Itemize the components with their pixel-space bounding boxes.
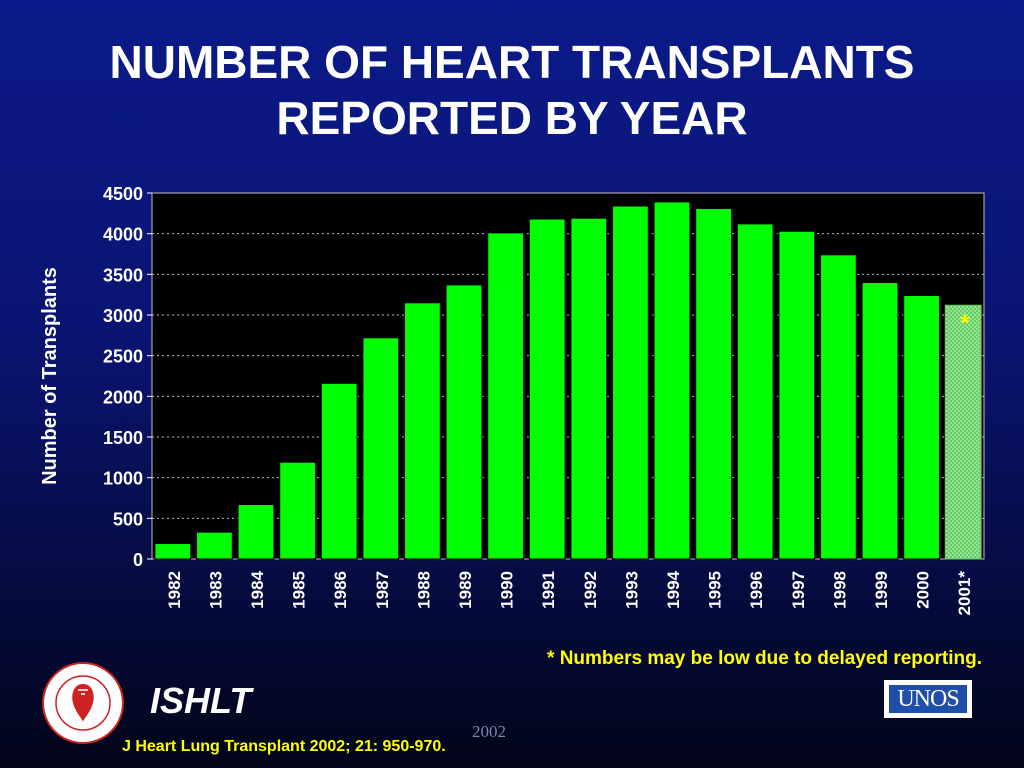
y-tick-label: 4500 — [103, 184, 143, 204]
citation: J Heart Lung Transplant 2002; 21: 950-97… — [122, 738, 446, 755]
x-tick-label: 1986 — [331, 571, 350, 609]
bar-1988 — [404, 302, 441, 560]
bar-1995 — [695, 207, 732, 560]
y-tick-label: 2500 — [103, 347, 143, 367]
bar-1982 — [154, 543, 192, 560]
bar-1985 — [279, 461, 316, 560]
bar-1984 — [237, 504, 275, 560]
x-tick-label: 1982 — [165, 571, 184, 609]
bar-1991 — [528, 218, 566, 560]
bar-2000 — [903, 294, 940, 560]
x-tick-label: 2000 — [914, 571, 933, 609]
bar-1996 — [736, 223, 774, 560]
gridlines — [152, 233, 984, 519]
x-tick-label: 1997 — [789, 571, 808, 609]
ishlt-seal-logo — [42, 662, 124, 744]
bar-1989 — [445, 284, 483, 560]
title-line-1: NUMBER OF HEART TRANSPLANTS — [109, 36, 915, 88]
bar-1983 — [196, 531, 233, 560]
slide-title: NUMBER OF HEART TRANSPLANTS REPORTED BY … — [0, 34, 1024, 146]
x-tick-label: 1998 — [830, 571, 849, 609]
bar-1992 — [570, 217, 608, 560]
x-tick-label: 1983 — [206, 571, 225, 609]
x-tick-label: 1991 — [539, 571, 558, 609]
x-tick-label: 1993 — [622, 571, 641, 609]
x-tick-label: 1989 — [456, 571, 475, 609]
y-tick-label: 500 — [113, 509, 143, 529]
y-tick-label: 1000 — [103, 469, 143, 489]
unos-logo-text: UNOS — [889, 685, 967, 713]
bar-1998 — [820, 254, 857, 560]
x-tick-label: 1996 — [747, 571, 766, 609]
title-line-2: REPORTED BY YEAR — [276, 92, 748, 144]
bar-1990 — [487, 232, 524, 560]
year-watermark: 2002 — [472, 722, 506, 741]
x-tick-label: 1994 — [664, 570, 683, 608]
bar-1999 — [861, 281, 899, 560]
y-tick-label: 3000 — [103, 306, 143, 326]
x-tick-label: 1988 — [414, 571, 433, 609]
footnote: * Numbers may be low due to delayed repo… — [547, 648, 982, 669]
x-tick-label: 1984 — [248, 570, 267, 608]
y-axis-label: Number of Transplants — [39, 267, 61, 485]
plot-area — [151, 192, 985, 560]
bar-1987 — [362, 337, 400, 560]
x-tick-label: 1995 — [706, 571, 725, 609]
bars: * — [154, 201, 982, 560]
x-tick-label: 1992 — [581, 571, 600, 609]
unos-logo: UNOS — [884, 680, 972, 718]
x-tick-label: 1999 — [872, 571, 891, 609]
bar-2001 — [944, 304, 982, 560]
y-tick-label: 1500 — [103, 428, 143, 448]
y-tick-label: 2000 — [103, 387, 143, 407]
bar-1997 — [778, 230, 816, 560]
x-tick-labels: 1982 1983 1984 1985 1986 1987 1988 1989 1990 1991… — [165, 570, 974, 615]
y-tick-label: 3500 — [103, 265, 143, 285]
x-tick-label: 1987 — [373, 571, 392, 609]
bar-1994 — [653, 201, 691, 560]
x-tick-label: 2001* — [955, 571, 974, 616]
y-tick-labels: 0 500 1000 1500 2000 2500 3000 3500 4000 4500 — [103, 184, 152, 570]
y-tick-label: 4000 — [103, 225, 143, 245]
x-tick-label: 1990 — [498, 571, 517, 609]
bar-1986 — [320, 382, 358, 560]
org-name: ISHLT — [150, 680, 252, 721]
bar-1993 — [612, 205, 649, 560]
x-tick-label: 1985 — [290, 571, 309, 609]
y-tick-label: 0 — [133, 550, 143, 570]
bar-annotation-asterisk: * — [960, 310, 970, 337]
